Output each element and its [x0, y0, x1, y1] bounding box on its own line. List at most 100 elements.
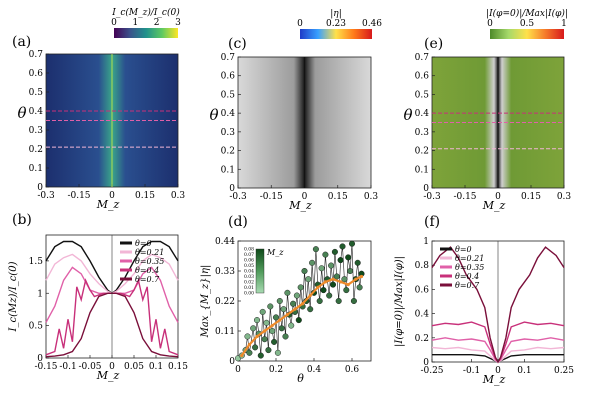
- colorbar-tick-e: 0.5: [520, 19, 535, 29]
- x-tick-label-b: 0.05: [124, 362, 144, 372]
- y-tick-label-a: 0.4: [29, 107, 44, 117]
- x-tick-label-e: -0.15: [453, 192, 476, 202]
- x-tick-label-c: 0: [302, 192, 308, 202]
- scatter-point-d: [288, 322, 295, 329]
- legend-label-f: θ=0.21: [455, 254, 484, 263]
- y-tick-label-f: 0.4: [415, 310, 430, 320]
- x-tick-label-b: -0.1: [59, 362, 76, 372]
- scatter-point-d: [328, 262, 335, 269]
- scatter-point-d: [295, 317, 302, 324]
- x-tick-label-b: -0.15: [34, 362, 57, 372]
- legend-label-f: θ=0.35: [455, 263, 484, 272]
- y-tick-label-d: 0.22: [215, 297, 235, 307]
- inset-colorbar-tick-d: 0.04: [244, 269, 254, 275]
- x-tick-label-c: -0.15: [260, 192, 283, 202]
- average-point-d: [285, 313, 289, 317]
- legend-label-b: θ=0.7: [135, 275, 160, 284]
- scatter-point-d: [252, 344, 259, 351]
- scatter-point-d: [331, 248, 338, 255]
- y-tick-label-a: 0: [37, 183, 43, 193]
- scatter-point-d: [350, 297, 357, 305]
- panel-tag-f: (f): [424, 214, 440, 230]
- average-point-d: [255, 334, 259, 339]
- scatter-point-d: [274, 349, 281, 356]
- average-point-d: [354, 277, 358, 281]
- x-tick-label-e: 0.3: [557, 192, 572, 202]
- scatter-point-d: [261, 336, 268, 343]
- y-axis-label-b: I_c(Mz)/I_c(0): [8, 261, 19, 332]
- y-tick-label-a: 0.6: [29, 69, 44, 79]
- y-tick-label-c: 0.1: [221, 165, 235, 175]
- x-tick-label-e: -0.3: [423, 192, 441, 202]
- inset-colorbar-tick-d: 0.07: [244, 252, 254, 258]
- x-tick-label-a: -0.15: [67, 191, 90, 201]
- x-tick-label-c: -0.3: [229, 192, 247, 202]
- y-tick-label-f: 0.8: [415, 261, 430, 271]
- x-tick-label-a: 0: [109, 191, 115, 201]
- x-tick-label-b: 0: [109, 362, 115, 372]
- colorbar-tick-e: 0: [487, 19, 493, 29]
- y-tick-label-f: 0.6: [415, 285, 430, 295]
- inset-colorbar-tick-d: 0.06: [244, 258, 254, 264]
- inset-colorbar-tick-d: 0.03: [244, 274, 254, 280]
- inset-colorbar-tick-d: 0.08: [244, 247, 254, 253]
- y-tick-label-a: 0.2: [29, 145, 43, 155]
- scatter-point-d: [318, 265, 325, 272]
- legend-label-f: θ=0.7: [455, 281, 480, 290]
- average-point-d: [293, 307, 297, 311]
- x-tick-label-f: -0.1: [463, 366, 480, 376]
- legend-label-b: θ=0: [135, 239, 152, 248]
- x-tick-label-e: 0.15: [521, 192, 541, 202]
- scatter-point-d: [322, 251, 329, 258]
- scatter-point-d: [269, 327, 276, 335]
- scatter-point-d: [341, 276, 348, 283]
- scatter-point-d: [293, 292, 300, 299]
- y-tick-label-a: 0.7: [29, 50, 44, 60]
- y-tick-label-c: 0.7: [221, 53, 236, 63]
- panel-tag-e: (e): [424, 36, 443, 52]
- y-tick-label-e: 0.6: [415, 72, 430, 82]
- y-tick-label-e: 0.3: [415, 128, 430, 138]
- x-tick-label-d: 0.2: [269, 365, 283, 375]
- y-tick-label-c: 0.5: [221, 90, 236, 100]
- y-tick-label-a: 0.5: [29, 88, 44, 98]
- average-point-d: [263, 329, 267, 333]
- average-point-d: [308, 293, 312, 298]
- scatter-point-d: [335, 297, 342, 305]
- average-point-d: [339, 280, 343, 284]
- y-axis-label-d: Max_{M_z}|η|: [200, 265, 211, 339]
- x-axis-label-a: M_z: [96, 198, 120, 211]
- average-point-d: [346, 283, 350, 287]
- scatter-point-d: [337, 257, 344, 264]
- colorbar-tick-c: 0.23: [326, 19, 346, 29]
- x-tick-label-f: -0.25: [420, 366, 443, 376]
- y-axis-label-e: θ: [403, 106, 412, 124]
- x-tick-label-e: 0: [495, 192, 501, 202]
- y-tick-label-d: 0.11: [215, 327, 235, 337]
- scatter-point-d: [250, 325, 257, 332]
- scatter-point-d: [312, 246, 319, 253]
- legend-label-f: θ=0: [455, 245, 472, 254]
- scatter-point-d: [278, 325, 285, 332]
- y-tick-label-e: 0.7: [415, 53, 430, 63]
- y-tick-label-b: 1: [37, 289, 43, 299]
- scatter-point-d: [347, 267, 354, 275]
- colorbar-tick-c: 0: [297, 19, 303, 29]
- colorbar-tick-e: 1: [561, 19, 567, 29]
- x-axis-label-d: θ: [297, 372, 304, 385]
- y-axis-label-a: θ: [17, 104, 26, 122]
- scatter-point-d: [259, 308, 266, 315]
- y-axis-label-c: θ: [209, 106, 218, 124]
- scatter-point-d: [276, 297, 283, 305]
- colorbar-tick-a: 3: [175, 18, 181, 28]
- x-axis-label-e: M_z: [482, 199, 506, 212]
- x-tick-label-f: 0.25: [554, 366, 574, 376]
- y-tick-label-f: 1: [423, 237, 429, 247]
- colorbar-title-a: I_c(M_z)/I_c(0): [111, 7, 180, 18]
- scatter-point-d: [348, 240, 356, 247]
- x-tick-label-c: 0.15: [328, 192, 348, 202]
- y-tick-label-a: 0.3: [29, 126, 44, 136]
- scatter-point-d: [309, 259, 316, 266]
- x-tick-label-a: 0.3: [171, 191, 186, 201]
